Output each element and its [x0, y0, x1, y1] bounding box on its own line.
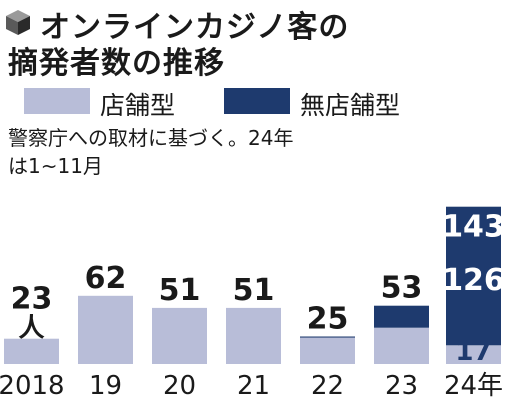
bar-shop-1: [78, 295, 133, 364]
legend-label-shop: 店舗型: [100, 91, 176, 120]
chart-title-line-2: 摘発者数の推移: [8, 46, 225, 81]
segment-label-online: 126: [442, 263, 505, 298]
source-note-line-2: は1~11月: [8, 154, 103, 178]
bar-shop-5: [374, 327, 429, 364]
total-label-6: 143: [442, 210, 505, 245]
chart-title-line-1: オンラインカジノ客の: [40, 10, 350, 45]
total-label-0: 23: [11, 282, 53, 317]
x-tick-label-0: 2018: [0, 371, 65, 400]
legend-swatch-online: [224, 88, 290, 114]
cube-icon: [4, 8, 32, 40]
bar-shop-3: [226, 307, 281, 364]
x-tick-label-3: 21: [237, 371, 270, 400]
bar-shop-0: [4, 338, 59, 364]
bar-shop-6: [446, 345, 501, 364]
legend-label-online: 無店舗型: [300, 91, 401, 120]
x-tick-label-4: 22: [311, 371, 344, 400]
bar-online-5: [374, 305, 429, 328]
total-label-5: 53: [381, 271, 423, 306]
total-label-1: 62: [85, 261, 127, 296]
unit-label: 人: [18, 314, 44, 344]
total-label-4: 25: [307, 302, 349, 337]
bar-shop-2: [152, 307, 207, 364]
bar-online-4: [300, 336, 355, 338]
total-label-2: 51: [159, 273, 201, 308]
bar-shop-4: [300, 337, 355, 364]
x-tick-label-5: 23: [385, 371, 418, 400]
total-label-3: 51: [233, 273, 275, 308]
x-tick-label-1: 19: [89, 371, 122, 400]
x-tick-label-6: 24年: [444, 371, 503, 400]
legend-swatch-shop: [24, 88, 90, 114]
x-tick-label-2: 20: [163, 371, 196, 400]
source-note-line-1: 警察庁への取材に基づく。24年: [8, 126, 294, 150]
bar-online-6: [446, 206, 501, 346]
segment-label-shop: 17: [455, 337, 491, 367]
